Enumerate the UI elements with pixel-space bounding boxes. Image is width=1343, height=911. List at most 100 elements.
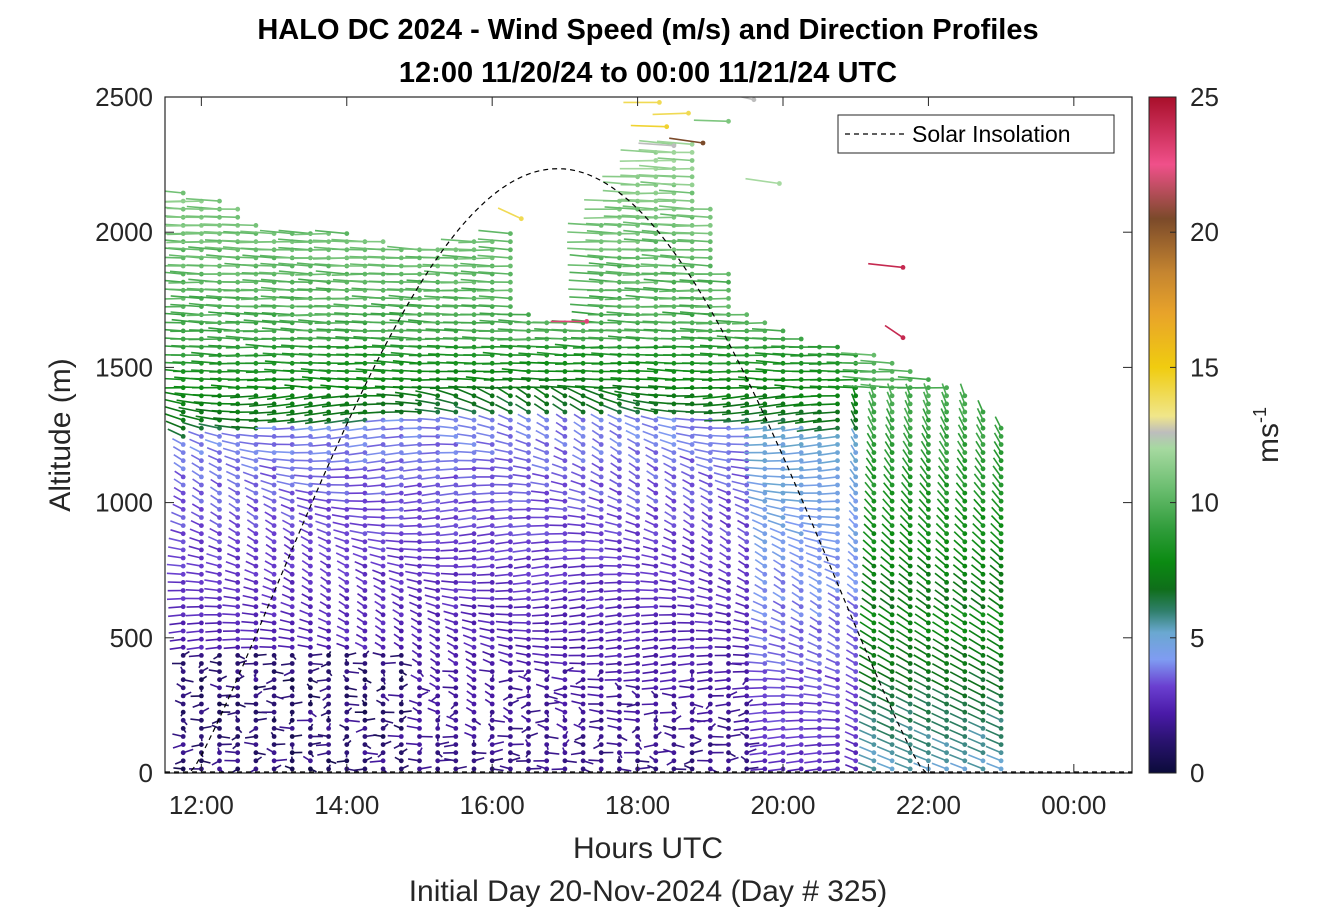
wind-barb: [799, 450, 822, 456]
wind-barb: [600, 396, 622, 407]
wind-barb: [955, 473, 968, 488]
wind-barb: [664, 377, 695, 382]
wind-barb: [283, 535, 295, 545]
wind-barb: [226, 478, 241, 488]
wind-barb: [227, 709, 241, 716]
wind-barb: [281, 693, 295, 699]
wind-barb: [421, 531, 441, 537]
wind-barb: [864, 481, 877, 496]
wind-barb: [614, 682, 622, 691]
wind-barb: [737, 568, 750, 577]
wind-barb: [623, 709, 640, 715]
wind-barb: [971, 555, 986, 569]
wind-barb: [366, 466, 386, 472]
wind-barb: [568, 580, 586, 585]
wind-barb: [411, 641, 422, 650]
wind-barb: [749, 734, 768, 740]
wind-barb: [185, 612, 204, 618]
wind-barb: [994, 416, 1004, 431]
wind-barb: [754, 583, 768, 593]
wind-barb: [533, 660, 550, 666]
wind-barb: [622, 636, 640, 642]
wind-barb: [188, 653, 204, 658]
wind-barb: [949, 696, 968, 707]
wind-barb: [606, 693, 622, 699]
wind-barb: [338, 609, 350, 618]
wind-barb: [991, 490, 1004, 504]
wind-barb: [380, 661, 396, 666]
wind-barb: [989, 581, 1004, 593]
wind-barb: [405, 742, 422, 747]
wind-barb: [847, 550, 859, 561]
wind-barb: [548, 539, 568, 545]
wind-barb: [239, 448, 259, 455]
wind-barb: [785, 758, 804, 764]
wind-barb: [639, 604, 659, 610]
wind-barb: [265, 527, 277, 537]
wind-barb: [207, 535, 222, 545]
wind-barb: [931, 737, 949, 747]
wind-barb: [515, 386, 531, 399]
wind-barb: [676, 439, 695, 447]
wind-barb: [696, 709, 713, 715]
wind-barb: [864, 473, 877, 488]
wind-barb: [260, 619, 277, 626]
wind-barb: [605, 644, 622, 650]
wind-barb: [388, 693, 404, 699]
wind-barb: [587, 636, 604, 642]
wind-barb: [513, 555, 531, 561]
wind-barb: [458, 498, 477, 504]
isolated-wind-barb: [638, 142, 677, 149]
wind-barb: [931, 687, 949, 699]
wind-barb: [617, 701, 633, 707]
wind-barb: [515, 430, 531, 439]
wind-barb: [244, 577, 259, 585]
wind-barb: [544, 701, 560, 707]
wind-barb: [931, 762, 949, 772]
wind-barb: [903, 407, 913, 423]
wind-barb: [689, 706, 696, 715]
wind-barb: [221, 223, 259, 228]
wind-barb: [849, 468, 859, 480]
wind-barb: [511, 507, 531, 512]
wind-barb: [755, 567, 768, 577]
wind-barb: [621, 571, 640, 577]
wind-barb: [417, 747, 423, 756]
wind-barb: [827, 592, 840, 601]
wind-barb: [913, 729, 931, 739]
wind-barb: [802, 734, 822, 739]
wind-barb: [884, 441, 895, 455]
wind-barb: [398, 675, 404, 683]
wind-barb: [344, 707, 353, 715]
wind-barb: [748, 643, 768, 650]
wind-barb: [187, 554, 204, 561]
wind-barb: [678, 726, 695, 731]
wind-barb: [300, 528, 313, 537]
wind-barb: [994, 424, 1004, 439]
wind-barb: [936, 514, 949, 528]
wind-barb: [750, 766, 768, 772]
wind-barb: [431, 693, 441, 702]
wind-barb: [817, 498, 840, 504]
wind-barb: [985, 679, 1004, 691]
wind-barb: [494, 523, 513, 529]
wind-barb: [824, 568, 840, 577]
wind-barb: [642, 653, 659, 658]
wind-barb: [398, 715, 407, 723]
wind-barb: [444, 618, 459, 626]
wind-barb: [914, 613, 931, 626]
wind-barb: [228, 511, 241, 520]
wind-barb: [512, 465, 531, 472]
wind-barb: [317, 617, 331, 626]
wind-barb: [645, 511, 659, 520]
wind-barb: [440, 547, 459, 553]
wind-barb: [731, 480, 750, 488]
wind-barb: [609, 478, 622, 488]
wind-barb: [388, 577, 404, 585]
wind-barb: [421, 482, 441, 488]
wind-barb: [199, 725, 212, 731]
wind-barb: [677, 628, 695, 634]
wind-barb: [476, 523, 495, 529]
wind-barb: [674, 417, 695, 423]
wind-barb: [939, 416, 949, 431]
